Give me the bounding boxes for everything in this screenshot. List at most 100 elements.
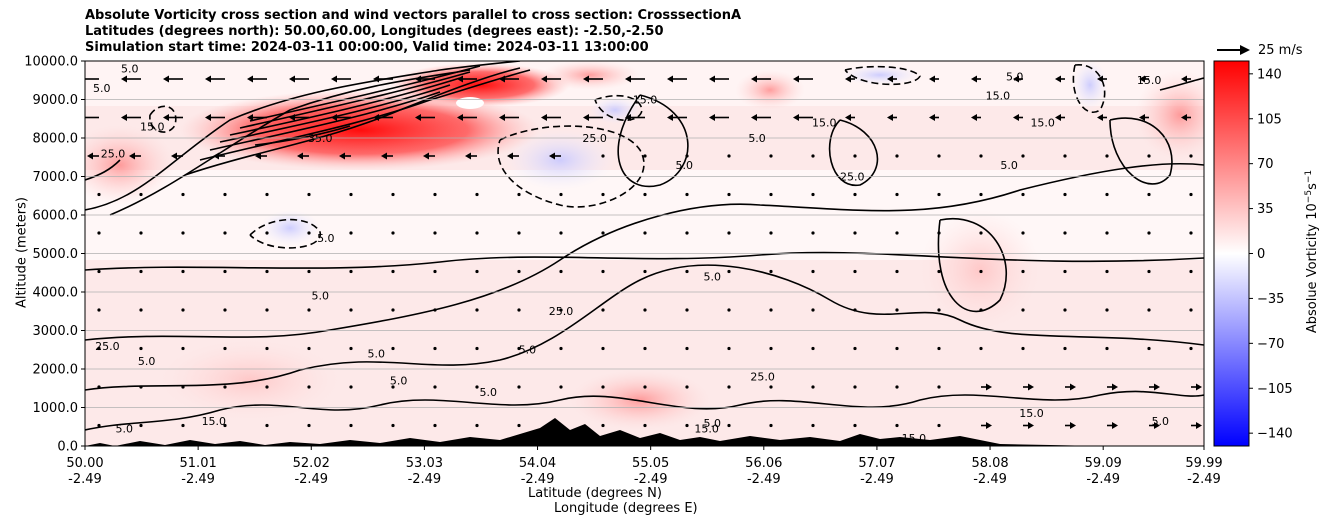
wind-arrow-dot — [811, 423, 815, 428]
wind-arrow-dot — [685, 423, 689, 428]
colorbar-tick-label: 35 — [1257, 202, 1274, 217]
wind-arrow-dot — [601, 423, 605, 428]
wind-arrow-dot — [895, 269, 899, 274]
wind-arrow-dot — [1189, 231, 1193, 235]
wind-arrow-dot — [97, 308, 101, 312]
wind-arrow-dot — [223, 269, 227, 274]
wind-arrow-head — [845, 75, 851, 83]
wind-arrow-dot — [1063, 308, 1067, 312]
wind-arrow-head — [971, 114, 977, 121]
wind-arrow-dot — [181, 385, 185, 389]
y-tick-label: 0.0 — [57, 440, 78, 455]
chart-title-line-2: Latitudes (degrees north): 50.00,60.00, … — [85, 24, 664, 39]
contour-label: 25.0 — [840, 170, 865, 183]
wind-arrow-dot — [433, 231, 437, 235]
wind-arrow-head — [971, 75, 977, 83]
wind-arrow-dot — [685, 308, 689, 312]
wind-arrow-dot — [727, 192, 731, 197]
wind-arrow-dot — [181, 423, 185, 428]
y-tick-label: 2000.0 — [33, 363, 79, 378]
wind-arrow-dot — [265, 423, 269, 428]
wind-arrow-head — [793, 114, 799, 121]
y-tick-label: 10000.0 — [24, 55, 78, 70]
colorbar-tick-label: −35 — [1257, 292, 1284, 307]
colorbar-tick-label: −140 — [1257, 427, 1293, 442]
colorbar-tick-label: 105 — [1257, 112, 1282, 127]
wind-arrow-dot — [895, 385, 899, 389]
wind-arrow-dot — [391, 269, 395, 274]
wind-arrow-dot — [517, 192, 521, 197]
wind-arrow-head — [1055, 75, 1061, 83]
wind-arrow-head — [929, 75, 935, 83]
wind-arrow-dot — [1105, 269, 1109, 274]
wind-arrow-dot — [517, 346, 521, 351]
wind-arrow-head — [87, 152, 93, 160]
wind-arrow-dot — [265, 346, 269, 351]
quiver-key-arrow — [1217, 45, 1250, 55]
x-axis-ticks: 50.00-2.4951.01-2.4952.02-2.4953.03-2.49… — [66, 446, 1223, 487]
wind-arrow-dot — [139, 423, 143, 428]
wind-arrow-dot — [895, 346, 899, 351]
y-tick-label: 5000.0 — [33, 247, 79, 262]
wind-arrow-head — [667, 75, 673, 83]
wind-arrow-dot — [139, 269, 143, 274]
chart-title-line-3: Simulation start time: 2024-03-11 00:00:… — [85, 40, 649, 55]
wind-arrow-dot — [265, 231, 269, 235]
x-tick-label-longitude: -2.49 — [1086, 472, 1120, 487]
wind-arrow-dot — [853, 154, 857, 158]
wind-arrow-dot — [391, 385, 395, 389]
wind-arrow-dot — [349, 231, 353, 235]
wind-arrow-dot — [475, 231, 479, 235]
chart-title-line-1: Absolute Vorticity cross section and win… — [85, 8, 742, 23]
x-tick-label-longitude: -2.49 — [408, 472, 442, 487]
wind-arrow-dot — [97, 346, 101, 351]
wind-arrow-head — [499, 75, 505, 83]
wind-arrow-dot — [1105, 346, 1109, 351]
wind-arrow-dot — [853, 231, 857, 235]
wind-arrow-dot — [265, 269, 269, 274]
wind-arrow-dot — [1147, 269, 1151, 274]
wind-arrow-dot — [433, 308, 437, 312]
wind-vector-arrows — [85, 75, 1202, 429]
wind-arrow-dot — [727, 385, 731, 389]
wind-arrow-dot — [685, 192, 689, 197]
wind-arrow-dot — [391, 346, 395, 351]
y-tick-label: 6000.0 — [33, 209, 79, 224]
x-tick-label-longitude: -2.49 — [973, 472, 1007, 487]
wind-arrow-dot — [97, 385, 101, 389]
wind-arrow-head — [121, 114, 127, 121]
wind-arrow-dot — [181, 192, 185, 197]
wind-arrow-dot — [1021, 308, 1025, 312]
wind-arrow-head — [625, 114, 631, 121]
contour-label: 5.0 — [1152, 415, 1170, 428]
colorbar-tick-label: 140 — [1257, 67, 1282, 82]
wind-arrow-head — [163, 75, 169, 83]
wind-arrow-dot — [727, 423, 731, 428]
wind-arrow-head — [549, 152, 555, 160]
wind-arrow-dot — [517, 231, 521, 235]
wind-arrow-dot — [643, 154, 647, 158]
wind-arrow-dot — [433, 423, 437, 428]
contour-label: 5.0 — [367, 347, 385, 360]
contour-label: 5.0 — [748, 132, 766, 145]
wind-arrow-dot — [853, 385, 857, 389]
contour-label: 15.0 — [902, 432, 927, 445]
wind-arrow-dot — [475, 346, 479, 351]
x-axis-label-latitude: Latitude (degrees N) — [528, 486, 662, 501]
wind-arrow-dot — [559, 346, 563, 351]
contour-label: 25.0 — [549, 305, 574, 318]
colorbar-tick-label: 0 — [1257, 247, 1265, 262]
wind-arrow-dot — [769, 154, 773, 158]
y-tick-label: 7000.0 — [33, 170, 79, 185]
wind-arrow-head — [667, 114, 673, 121]
wind-arrow-dot — [811, 154, 815, 158]
negative-contour-lines — [149, 64, 1106, 249]
wind-arrow-dot — [853, 346, 857, 351]
contour-label: 15.0 — [812, 116, 837, 129]
wind-arrow-dot — [391, 423, 395, 428]
contour-label: 5.0 — [138, 355, 156, 368]
wind-arrow-head — [373, 114, 379, 121]
colorbar — [1213, 60, 1250, 447]
colorbar-tick-label: −105 — [1257, 382, 1293, 397]
wind-arrow-dot — [643, 269, 647, 274]
